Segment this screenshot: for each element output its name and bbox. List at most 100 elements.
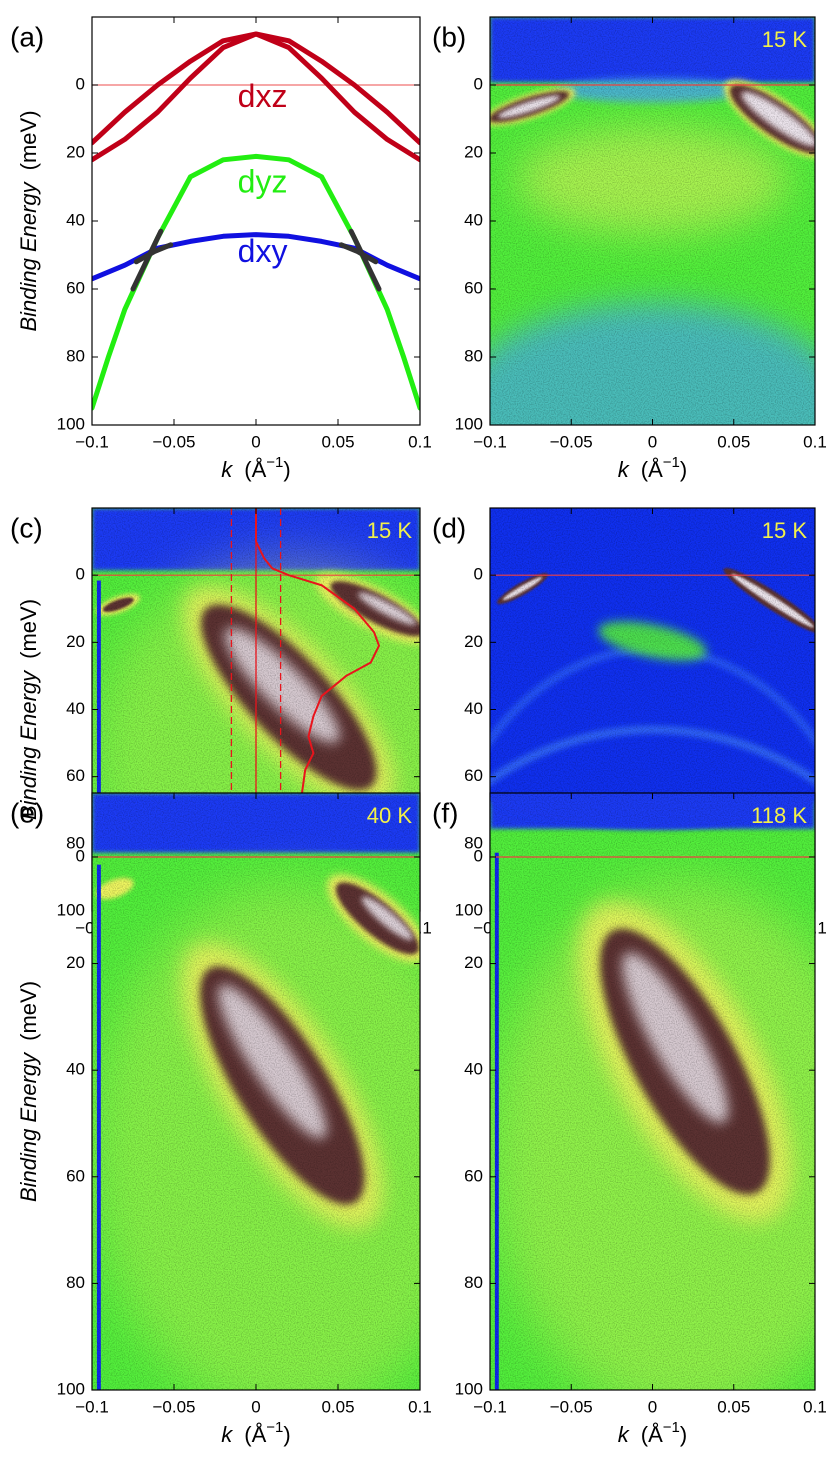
x-tick-label: −0.1 [473,1397,507,1416]
y-tick-label: 80 [66,346,85,365]
x-axis-title: k (Å−1) [618,454,687,482]
band-curve [92,31,420,163]
x-tick-label: 0.05 [321,1397,354,1416]
y-tick-label: 100 [57,900,85,919]
x-tick-label: −0.05 [152,432,195,451]
y-tick-label: 20 [66,142,85,161]
x-axis-exponent: −1 [663,454,680,471]
plot-area [92,793,420,1390]
y-tick-label: 40 [66,210,85,229]
y-axis-unit: (meV) [16,110,41,170]
temperature-label: 40 K [367,803,413,828]
x-axis-exponent: −1 [266,1419,283,1436]
x-axis-symbol: k [221,1422,233,1447]
panel-label: (e) [10,797,44,828]
y-tick-label: 60 [66,766,85,785]
band-name: dxz [238,78,288,114]
x-tick-label: −0.1 [75,432,109,451]
x-axis-symbol: k [618,1422,630,1447]
y-tick-label: 40 [464,699,483,718]
panel: 0 20 40 60 80 100−0.1 −0.05 0 0.05 0.1 k (Å−1) (b) 15… [432,16,827,482]
x-axis-title: k (Å−1) [221,1419,290,1447]
x-axis-close: ) [680,457,687,482]
y-tick-label: 20 [66,632,85,651]
y-tick-label: 0 [76,565,85,584]
band-curve [92,153,420,411]
y-tick-label: 60 [464,1166,483,1185]
panel-label: (a) [10,21,44,52]
temperature-label: 15 K [762,518,808,543]
y-axis-text: Binding Energy [16,180,41,331]
panel-label: (b) [432,21,466,52]
x-axis-exponent: −1 [266,454,283,471]
plot-area [490,17,815,425]
y-tick-label: 20 [464,953,483,972]
x-tick-label: 0.05 [717,432,750,451]
y-tick-label: 0 [474,565,483,584]
x-tick-label: 0.1 [803,1397,827,1416]
temperature-label: 118 K [751,803,807,828]
y-tick-label: 20 [66,953,85,972]
y-tick-label: 80 [66,833,85,852]
edc-curve [255,508,380,911]
y-tick-label: 0 [76,74,85,93]
y-tick-label: 40 [66,699,85,718]
x-tick-label: 0.1 [803,432,827,451]
panel: dxz dyz dxy 0 20 40 60 80 100−0.1 −0.05 0 0.05 0.1 k (… [10,16,432,482]
y-axis-text: Binding Energy [16,669,41,820]
panel-label: (d) [432,512,466,543]
plot-area [490,793,815,1390]
x-tick-label: 0.05 [321,432,354,451]
y-tick-label: 100 [455,1379,483,1398]
y-axis-title: Binding Energy (meV) [16,599,41,820]
temperature-label: 15 K [367,518,413,543]
x-tick-label: 0.1 [408,1397,432,1416]
y-axis-title: Binding Energy (meV) [16,981,41,1202]
y-tick-label: 40 [464,1060,483,1079]
x-tick-label: −0.05 [550,1397,593,1416]
plot-area [92,31,420,411]
x-tick-label: 0 [251,432,260,451]
y-tick-label: 80 [464,833,483,852]
y-tick-label: 80 [464,346,483,365]
y-axis-text: Binding Energy [16,1051,41,1202]
x-tick-label: −0.05 [152,1397,195,1416]
y-axis-unit: (meV) [16,599,41,659]
x-tick-label: 0 [648,1397,657,1416]
map-grain [92,793,420,1390]
y-tick-label: 0 [474,74,483,93]
x-tick-label: 0.1 [408,432,432,451]
y-tick-label: 60 [66,278,85,297]
y-tick-label: 20 [464,632,483,651]
y-tick-label: 80 [66,1273,85,1292]
x-tick-label: 0 [251,1397,260,1416]
y-tick-label: 60 [464,766,483,785]
x-axis-title: k (Å−1) [618,1419,687,1447]
y-tick-label: 80 [464,1273,483,1292]
panel-label: (f) [432,797,458,828]
y-tick-label: 100 [455,900,483,919]
y-tick-label: 0 [474,846,483,865]
x-tick-label: 0 [648,432,657,451]
x-axis-symbol: k [618,457,630,482]
map-grain [490,793,815,1390]
x-axis-symbol: k [221,457,233,482]
x-axis-unit: (Å [641,1422,663,1447]
x-tick-label: 0.05 [717,1397,750,1416]
x-axis-unit: (Å [641,457,663,482]
panel-label: (c) [10,512,43,543]
y-tick-label: 20 [464,142,483,161]
x-axis-unit: (Å [244,1422,266,1447]
x-axis-close: ) [283,1422,290,1447]
band-name: dxy [238,233,288,269]
y-tick-label: 60 [464,278,483,297]
x-axis-unit: (Å [244,457,266,482]
map-grain [490,17,815,425]
y-axis-unit: (meV) [16,981,41,1041]
temperature-label: 15 K [762,27,808,52]
x-tick-label: −0.1 [75,1397,109,1416]
y-tick-label: 100 [57,414,85,433]
